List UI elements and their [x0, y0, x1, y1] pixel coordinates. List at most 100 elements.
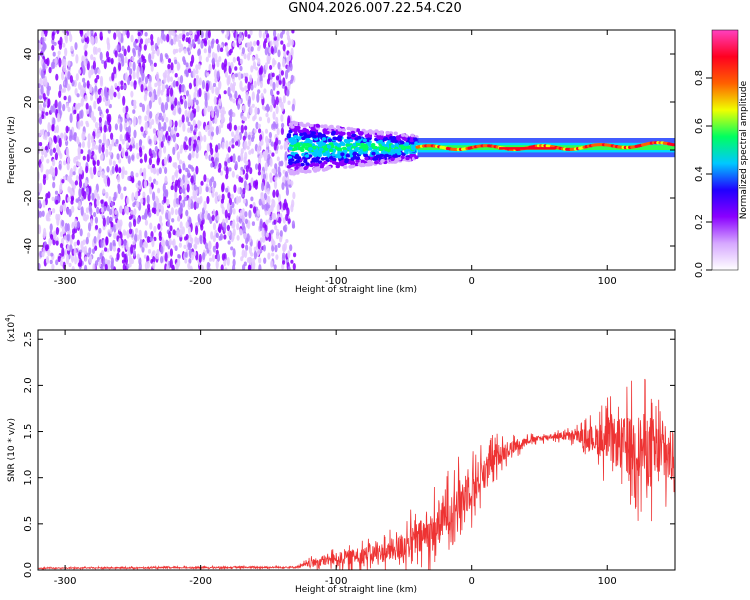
colorbar-tick-label: 0.0 — [694, 262, 705, 278]
spectrogram-cell — [294, 121, 299, 126]
spectrogram-cell — [284, 171, 289, 178]
spectrogram-cell — [174, 120, 178, 128]
spectrogram-cell — [208, 120, 212, 130]
spectrogram-cell — [173, 105, 177, 116]
spectrogram-cell — [242, 187, 246, 195]
spectrogram-cell — [153, 134, 157, 145]
spectrogram-cell — [221, 62, 225, 70]
spectrogram-cell — [258, 198, 262, 206]
spectrogram-cell — [167, 220, 171, 228]
spectrogram-cell — [374, 160, 379, 165]
spectrogram-cell — [231, 170, 235, 178]
spectrogram-cell — [210, 131, 215, 137]
spectrogram-cell — [221, 253, 225, 261]
spectrogram-cell — [227, 157, 231, 164]
spectrogram-cell — [273, 180, 278, 189]
spectrogram-cell — [272, 121, 276, 130]
spectrogram-cell — [112, 160, 116, 166]
spectrogram-cell — [102, 132, 106, 142]
spectrogram-cell — [188, 153, 192, 161]
spectrogram-cell — [88, 247, 92, 255]
spectrogram-cell — [223, 258, 227, 267]
spectrogram-cell — [374, 129, 379, 133]
spectrogram-cell — [46, 158, 50, 164]
spectrogram-cell — [90, 135, 94, 144]
spectrogram-cell — [218, 81, 222, 90]
spectrogram-cell — [87, 133, 91, 141]
spectrogram-cell — [182, 34, 186, 39]
spectrogram-cell — [317, 134, 322, 138]
spectrogram-cell — [257, 162, 262, 172]
spectrogram-cell — [38, 224, 41, 230]
spectrogram-cell — [78, 188, 82, 198]
spectrogram-cell — [269, 105, 273, 113]
spectrogram-cell — [177, 257, 181, 268]
spectrogram-cell — [241, 193, 245, 198]
spectrogram-cell — [174, 208, 178, 216]
spectrogram-cell — [285, 239, 289, 243]
spectrogram-cell — [404, 149, 409, 153]
spectrogram-cell — [198, 77, 202, 86]
spectrogram-cell — [325, 166, 330, 171]
spectrogram-cell — [83, 81, 87, 88]
spectrogram-cell — [76, 239, 80, 246]
spectrogram-cell — [141, 145, 145, 150]
spectrogram-cell — [97, 47, 101, 53]
spectrogram-cell — [41, 251, 45, 258]
spectrogram-cell — [204, 125, 208, 133]
spectrogram-cell — [220, 113, 224, 118]
spectrogram-cell — [265, 202, 269, 212]
spectrogram-cell — [211, 176, 215, 183]
spectrogram-cell — [85, 165, 89, 174]
spectrogram-cell — [74, 218, 78, 228]
spectrogram-cell — [269, 65, 273, 70]
spectrogram-cell — [272, 111, 276, 120]
spectrogram-cell — [269, 40, 273, 48]
spectrogram-cell — [223, 90, 227, 95]
spectrogram-cell — [42, 78, 46, 86]
spectrogram-cell — [143, 44, 147, 51]
snr-y-ticks: 0.0 0.5 1.0 1.5 2.0 2.5 — [23, 331, 675, 578]
spectrogram-cell — [179, 204, 183, 214]
spectrogram-cell — [246, 145, 250, 150]
spectrogram-cell — [144, 153, 148, 163]
spectrogram-cell — [211, 254, 215, 263]
spectrogram-cell — [130, 90, 134, 98]
spectrogram-cell — [196, 105, 200, 113]
spectrogram-cell — [54, 99, 58, 109]
y-tick-label: 2.5 — [23, 331, 34, 347]
spectrogram-cell — [150, 153, 154, 159]
spectrogram-cell — [99, 75, 104, 85]
spectrogram-cell — [138, 57, 142, 64]
colorbar-tick-label: 0.8 — [694, 70, 705, 86]
spectrogram-cell — [264, 210, 268, 216]
spectrogram-cell — [306, 140, 311, 144]
spectrogram-cell — [140, 84, 144, 93]
spectrogram-cell — [195, 64, 199, 71]
spectrogram-cell — [243, 116, 247, 122]
spectrogram-cell — [133, 129, 137, 139]
spectrogram-cell — [281, 263, 285, 270]
spectrogram-cell — [211, 192, 215, 198]
spectrogram-cell — [211, 85, 215, 94]
spectrogram-cell — [337, 127, 342, 132]
spectrogram-cell — [291, 30, 295, 34]
spectrogram-cell — [93, 211, 97, 218]
spectrogram-cell — [258, 257, 262, 264]
spectrogram-cell — [156, 49, 160, 56]
spectrogram-cell — [85, 236, 89, 245]
spectrogram-cell — [123, 253, 127, 263]
spectrogram-cell — [303, 170, 308, 174]
spectrogram-cell — [128, 215, 132, 220]
spectrogram-cell — [49, 139, 53, 150]
spectrogram-cell — [141, 103, 145, 113]
spectrogram-cell — [90, 30, 94, 38]
spectrogram-cell — [210, 156, 215, 162]
spectrogram-cell — [139, 102, 143, 108]
spectrogram-cell — [166, 87, 170, 97]
spectrogram-cell — [106, 37, 110, 46]
spectrogram-cell — [103, 124, 107, 133]
spectrogram-cell — [73, 241, 77, 247]
spectrogram-cell — [113, 232, 117, 240]
spectrogram-cell — [143, 132, 147, 139]
